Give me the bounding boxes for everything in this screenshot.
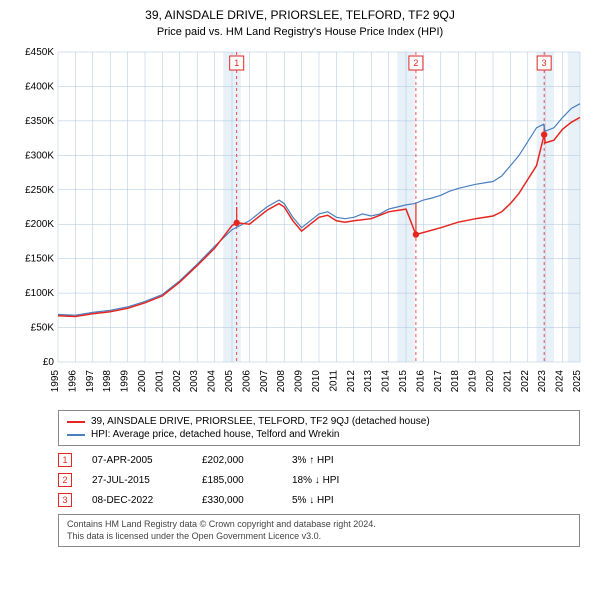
sale-price-2: £185,000	[202, 475, 272, 486]
legend-label-property: 39, AINSDALE DRIVE, PRIORSLEE, TELFORD, …	[91, 416, 430, 427]
chart-subtitle: Price paid vs. HM Land Registry's House …	[0, 22, 600, 44]
svg-text:£300K: £300K	[25, 150, 54, 161]
svg-text:2015: 2015	[398, 370, 409, 393]
svg-text:2003: 2003	[189, 370, 200, 393]
svg-text:1: 1	[234, 58, 239, 68]
sale-marker-1: 1	[58, 453, 72, 467]
sale-delta-2: 18% ↓ HPI	[292, 475, 382, 486]
svg-text:1998: 1998	[102, 370, 113, 393]
sales-table: 1 07-APR-2005 £202,000 3% ↑ HPI 2 27-JUL…	[58, 450, 580, 510]
sales-row-2: 2 27-JUL-2015 £185,000 18% ↓ HPI	[58, 470, 580, 490]
svg-text:£50K: £50K	[31, 323, 55, 334]
svg-text:2022: 2022	[520, 370, 531, 393]
svg-text:2008: 2008	[276, 370, 287, 393]
svg-text:2025: 2025	[572, 370, 583, 393]
svg-text:£450K: £450K	[25, 47, 54, 58]
svg-text:2006: 2006	[241, 370, 252, 393]
sale-price-3: £330,000	[202, 495, 272, 506]
legend-box: 39, AINSDALE DRIVE, PRIORSLEE, TELFORD, …	[58, 410, 580, 446]
svg-text:£0: £0	[43, 357, 55, 368]
svg-text:2001: 2001	[154, 370, 165, 393]
svg-text:1997: 1997	[85, 370, 96, 393]
svg-text:2009: 2009	[294, 370, 305, 393]
svg-text:3: 3	[542, 58, 547, 68]
sales-row-1: 1 07-APR-2005 £202,000 3% ↑ HPI	[58, 450, 580, 470]
sale-date-1: 07-APR-2005	[92, 455, 182, 466]
svg-text:£150K: £150K	[25, 254, 54, 265]
svg-text:2016: 2016	[415, 370, 426, 393]
svg-text:2002: 2002	[172, 370, 183, 393]
svg-text:2018: 2018	[450, 370, 461, 393]
svg-text:2007: 2007	[259, 370, 270, 393]
legend-row-1: 39, AINSDALE DRIVE, PRIORSLEE, TELFORD, …	[67, 415, 571, 428]
svg-text:2023: 2023	[537, 370, 548, 393]
chart-area: £0 £50K £100K £150K £200K £250K £300K £350K £400…	[10, 44, 590, 404]
svg-text:£250K: £250K	[25, 185, 54, 196]
svg-text:1995: 1995	[50, 370, 61, 393]
svg-text:2024: 2024	[555, 370, 566, 393]
sale-price-1: £202,000	[202, 455, 272, 466]
legend-swatch-property	[67, 421, 85, 423]
svg-text:1996: 1996	[67, 370, 78, 393]
svg-text:2004: 2004	[207, 370, 218, 393]
sale-date-3: 08-DEC-2022	[92, 495, 182, 506]
svg-text:2010: 2010	[311, 370, 322, 393]
svg-text:2011: 2011	[328, 370, 339, 392]
svg-text:£200K: £200K	[25, 219, 54, 230]
svg-text:2014: 2014	[381, 370, 392, 393]
svg-text:2: 2	[413, 58, 418, 68]
svg-text:1999: 1999	[120, 370, 131, 393]
attribution-box: Contains HM Land Registry data © Crown c…	[58, 514, 580, 547]
attribution-line-1: Contains HM Land Registry data © Crown c…	[67, 519, 571, 531]
sales-row-3: 3 08-DEC-2022 £330,000 5% ↓ HPI	[58, 490, 580, 510]
sale-marker-2: 2	[58, 473, 72, 487]
svg-text:2012: 2012	[346, 370, 357, 393]
sale-delta-1: 3% ↑ HPI	[292, 455, 382, 466]
sale-date-2: 27-JUL-2015	[92, 475, 182, 486]
svg-text:2021: 2021	[502, 370, 513, 393]
svg-text:2017: 2017	[433, 370, 444, 393]
svg-text:£350K: £350K	[25, 116, 54, 127]
chart-svg: £0 £50K £100K £150K £200K £250K £300K £350K £400…	[10, 44, 590, 404]
svg-text:2000: 2000	[137, 370, 148, 393]
attribution-line-2: This data is licensed under the Open Gov…	[67, 531, 571, 543]
legend-swatch-hpi	[67, 434, 85, 436]
sale-marker-3: 3	[58, 493, 72, 507]
svg-text:2020: 2020	[485, 370, 496, 393]
svg-text:2005: 2005	[224, 370, 235, 393]
chart-title: 39, AINSDALE DRIVE, PRIORSLEE, TELFORD, …	[0, 0, 600, 22]
legend-label-hpi: HPI: Average price, detached house, Telf…	[91, 429, 340, 440]
sale-delta-3: 5% ↓ HPI	[292, 495, 382, 506]
svg-text:2019: 2019	[468, 370, 479, 393]
svg-text:2013: 2013	[363, 370, 374, 393]
svg-text:£400K: £400K	[25, 81, 54, 92]
legend-row-2: HPI: Average price, detached house, Telf…	[67, 428, 571, 441]
svg-text:£100K: £100K	[25, 288, 54, 299]
